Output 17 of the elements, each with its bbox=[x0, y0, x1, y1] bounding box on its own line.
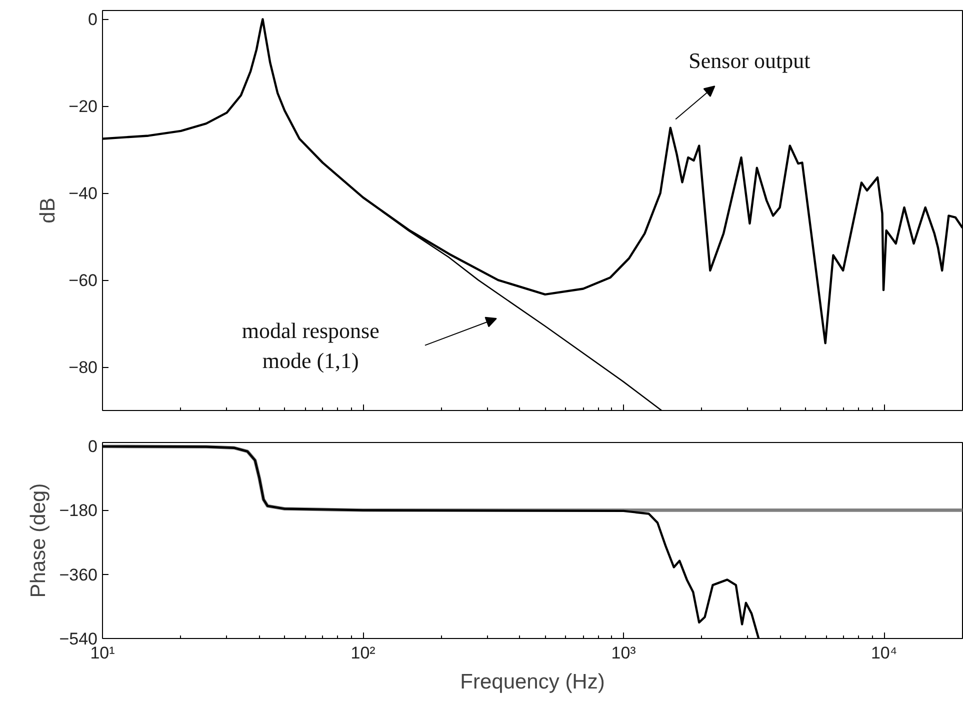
x-tick-label: 10⁴ bbox=[870, 644, 898, 662]
y-tick-label: −20 bbox=[68, 97, 98, 116]
y-axis-title: dB bbox=[36, 198, 60, 224]
y-tick-label: −360 bbox=[59, 565, 98, 584]
y-tick-label: −60 bbox=[68, 271, 98, 290]
x-tick-label: 10² bbox=[350, 644, 376, 662]
y-tick-label: −40 bbox=[68, 184, 98, 204]
annotation: Sensor output bbox=[688, 48, 810, 74]
x-axis-title: Frequency (Hz) bbox=[460, 670, 605, 694]
y-axis-title: Phase (deg) bbox=[27, 483, 50, 598]
annotation: modal response mode (1,1) bbox=[242, 318, 380, 373]
y-tick-label: −80 bbox=[68, 358, 98, 378]
y-tick-label: 0 bbox=[88, 437, 98, 456]
y-tick-label: −180 bbox=[59, 501, 98, 520]
x-tick-label: 10³ bbox=[611, 644, 636, 662]
y-tick-label: 0 bbox=[88, 10, 98, 30]
x-tick-label: 10¹ bbox=[90, 644, 116, 662]
